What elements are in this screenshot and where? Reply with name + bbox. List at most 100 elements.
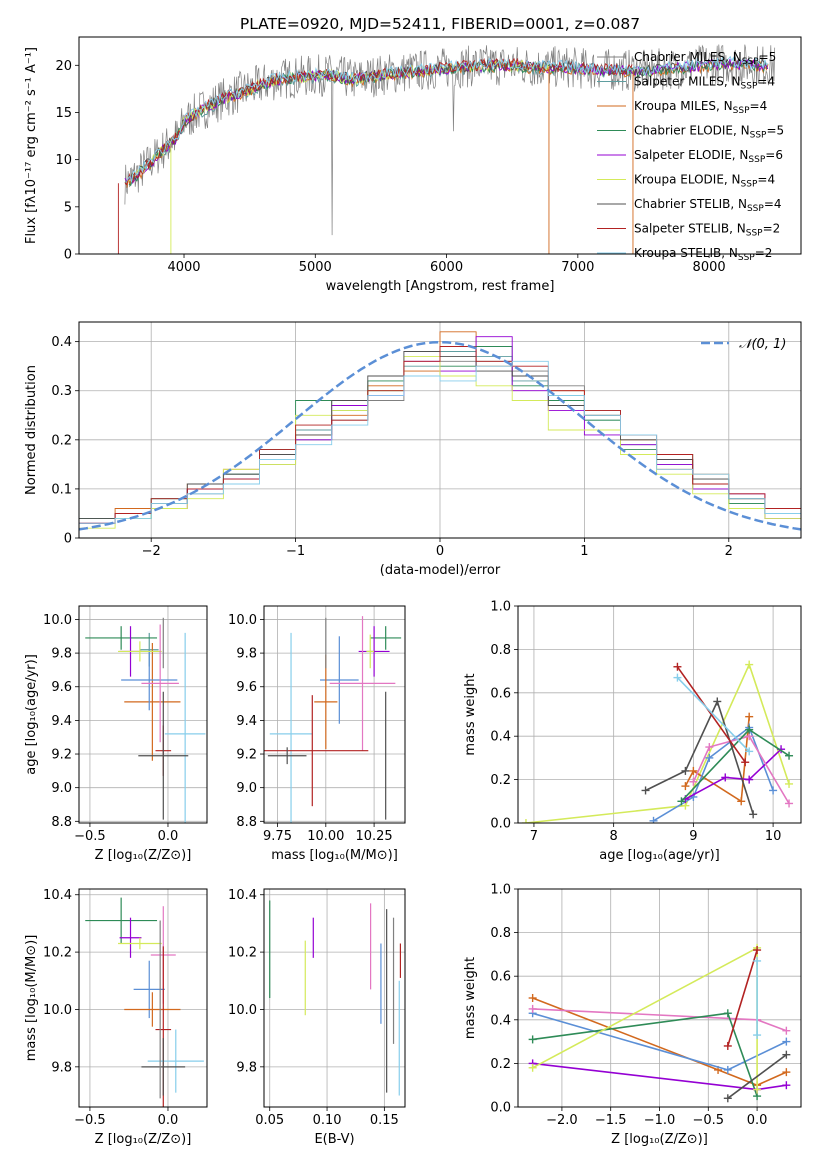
y-tick-label: 10.0 bbox=[43, 613, 72, 628]
y-tick-label: 9.8 bbox=[236, 647, 257, 662]
y-tick-label: 9.4 bbox=[51, 714, 72, 729]
axes-frame bbox=[517, 605, 802, 824]
y-tick-label: 10.4 bbox=[228, 888, 257, 903]
legend-entry: Kroupa STELIB, NSSP=2 bbox=[634, 246, 772, 263]
x-tick-label: 9.75 bbox=[263, 829, 292, 844]
plot-area bbox=[79, 331, 801, 531]
y-tick-label: 0.8 bbox=[490, 643, 511, 658]
x-tick-label: 8 bbox=[610, 829, 618, 844]
weight-marker bbox=[673, 673, 682, 682]
legend-entry: Salpeter STELIB, NSSP=2 bbox=[634, 222, 780, 239]
axes-frame bbox=[263, 605, 406, 824]
weight-marker bbox=[753, 1031, 762, 1040]
weight-series-line bbox=[727, 949, 758, 1047]
errorbar-point bbox=[85, 626, 158, 650]
weight-marker bbox=[521, 819, 530, 823]
errorbar-point bbox=[314, 654, 338, 749]
y-tick-label: 9.6 bbox=[236, 680, 257, 695]
errorbar-point bbox=[269, 632, 313, 823]
x-tick-label: −2.0 bbox=[546, 1113, 578, 1128]
y-tick-label: 8.8 bbox=[51, 815, 72, 830]
x-tick-label: 1 bbox=[580, 544, 588, 559]
legend-entry: Kroupa MILES, NSSP=4 bbox=[634, 99, 767, 116]
weight-marker bbox=[782, 1050, 791, 1059]
y-tick-label: 0.2 bbox=[51, 433, 72, 448]
weight-marker bbox=[723, 1094, 732, 1103]
y-tick-label: 1.0 bbox=[490, 600, 511, 615]
errorbar-point bbox=[119, 917, 142, 958]
y-axis-label: mass weight bbox=[463, 957, 478, 1039]
weight-marker bbox=[753, 1085, 762, 1094]
spectrum-model-line bbox=[126, 58, 769, 188]
x-axis-label: age [log₁₀(age/yr)] bbox=[599, 848, 720, 863]
weight-marker bbox=[782, 1037, 791, 1046]
y-tick-label: 9.8 bbox=[51, 647, 72, 662]
mass-vs-Z: −0.5 0.0 9.8 10.0 10.2 10.4 Z [log₁₀(Z/Z⊙)] mas… bbox=[24, 888, 208, 1147]
y-tick-label: 0.3 bbox=[51, 384, 72, 399]
age-vs-Z: −0.5 0.0 8.8 9.0 9.2 9.4 9.6 9.8 10.0 Z [log₁₀(Z/… bbox=[24, 605, 208, 863]
y-tick-label: 9.6 bbox=[51, 680, 72, 695]
weight-marker bbox=[689, 766, 698, 775]
y-tick-label: 10.0 bbox=[43, 1003, 72, 1018]
axes-frame bbox=[78, 888, 208, 1108]
weight-series-line bbox=[684, 716, 750, 803]
legend-entry: Chabrier ELODIE, NSSP=5 bbox=[634, 124, 784, 141]
spectrum: 4000 5000 6000 7000 8000 0 5 10 15 20 wavelength [… bbox=[24, 36, 802, 294]
y-tick-label: 10.0 bbox=[228, 613, 257, 628]
x-axis-label: Z [log₁₀(Z/Z⊙)] bbox=[95, 848, 192, 863]
errorbar-point bbox=[141, 624, 179, 743]
weight-marker bbox=[785, 799, 794, 808]
residual-histogram bbox=[79, 346, 801, 524]
weight-vs-Z: −2.0 −1.5 −1.0 −0.5 0.0 0.0 0.2 0.4 0.6 0.8 1.0 Z [… bbox=[463, 883, 802, 1147]
y-tick-label: 0 bbox=[64, 248, 72, 263]
errorbar-point bbox=[267, 747, 307, 765]
weight-marker bbox=[713, 697, 722, 706]
weight-marker bbox=[769, 786, 778, 795]
axes-frame bbox=[78, 605, 208, 824]
x-tick-label: 5000 bbox=[299, 260, 332, 275]
legend-entry: Kroupa ELODIE, NSSP=4 bbox=[634, 173, 775, 190]
weight-marker bbox=[745, 725, 754, 734]
spectrum-model-line bbox=[124, 58, 769, 185]
weight-series-line bbox=[532, 997, 787, 1087]
y-tick-label: 0.0 bbox=[490, 817, 511, 832]
x-tick-label: 0.05 bbox=[255, 1113, 284, 1128]
weight-marker bbox=[689, 777, 698, 786]
y-tick-label: 8.8 bbox=[236, 815, 257, 830]
spectrum-legend: Chabrier MILES, NSSP=5 Salpeter MILES, NS… bbox=[597, 50, 784, 263]
weight-marker bbox=[753, 956, 762, 965]
weight-marker bbox=[705, 743, 714, 752]
errorbar-point bbox=[85, 897, 158, 944]
y-tick-label: 10.2 bbox=[228, 946, 257, 961]
y-tick-label: 1.0 bbox=[490, 883, 511, 898]
y-tick-label: 0.1 bbox=[51, 482, 72, 497]
y-tick-label: 5 bbox=[64, 200, 72, 215]
plot-area bbox=[521, 660, 794, 823]
weight-marker bbox=[528, 1035, 537, 1044]
x-tick-label: −2 bbox=[142, 544, 161, 559]
errorbar-point bbox=[320, 636, 359, 724]
x-axis-label: mass [log₁₀(M/M⊙)] bbox=[271, 848, 398, 863]
legend-entry: Chabrier MILES, NSSP=5 bbox=[634, 50, 776, 67]
y-axis-label: Normed distribution bbox=[24, 365, 39, 495]
spectrum-model-line bbox=[128, 56, 768, 181]
weight-marker bbox=[745, 660, 754, 669]
legend-entry: Chabrier STELIB, NSSP=4 bbox=[634, 197, 782, 214]
x-tick-label: 8000 bbox=[693, 260, 726, 275]
weight-marker bbox=[745, 712, 754, 721]
weight-marker bbox=[782, 1026, 791, 1035]
x-axis-label: E(B-V) bbox=[314, 1132, 354, 1147]
x-tick-label: −1 bbox=[286, 544, 305, 559]
x-tick-label: 9 bbox=[689, 829, 697, 844]
axes-frame bbox=[517, 888, 802, 1108]
y-tick-label: 0.4 bbox=[490, 1013, 511, 1028]
weight-marker bbox=[723, 1041, 732, 1050]
weight-marker bbox=[528, 1063, 537, 1072]
x-axis-label: (data-model)/error bbox=[380, 563, 501, 578]
errorbar-point bbox=[264, 695, 369, 807]
x-tick-label: 0.0 bbox=[158, 829, 179, 844]
y-tick-label: 10.4 bbox=[43, 888, 72, 903]
axes-frame bbox=[78, 321, 802, 539]
plot-area bbox=[269, 900, 402, 1096]
